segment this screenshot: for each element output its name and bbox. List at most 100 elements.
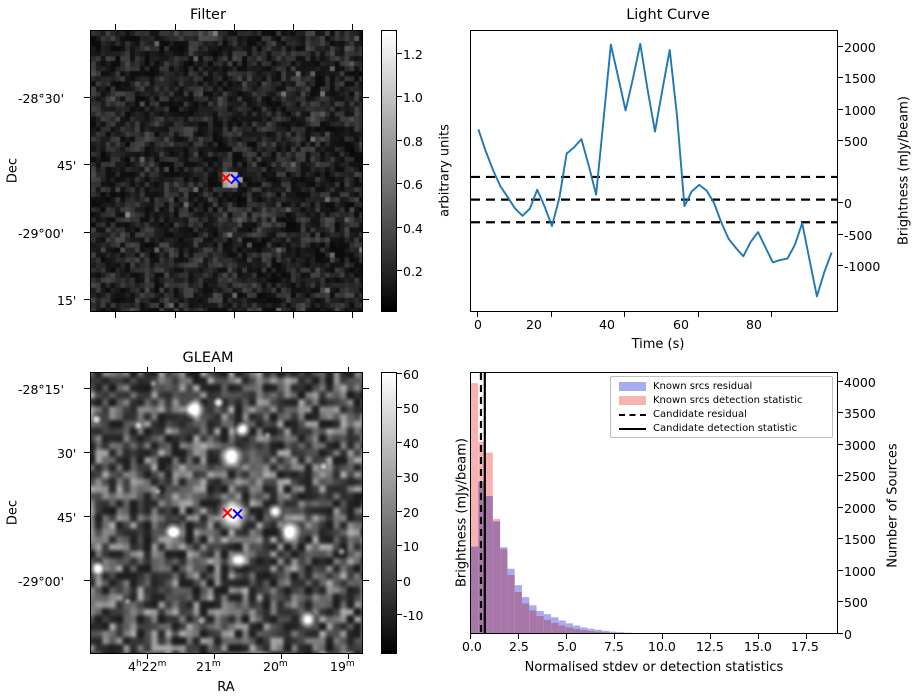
lc-ytick-m1000: -1000: [844, 259, 881, 274]
panel-gleam: GLEAM -28°15' 30' 45' -29°00' 4h22m 21m: [0, 350, 470, 699]
hist-xtick-1: 2.5: [509, 639, 529, 654]
gleam-cbar-tick-3: 20: [403, 505, 419, 520]
histogram-bar: [507, 568, 515, 633]
histogram-bar: [617, 633, 624, 634]
gleam-xlabel: RA: [217, 680, 235, 695]
filter-cbar-tick-2: 0.6: [403, 177, 423, 192]
filter-colorbar: [381, 30, 397, 312]
histogram-bar: [492, 521, 501, 633]
histogram-bar: [639, 633, 646, 634]
histogram-bar: [521, 597, 530, 633]
hist-xtick-2: 5.0: [557, 639, 577, 654]
hist-xtick-5: 12.5: [696, 639, 724, 654]
filter-cbar-tick-5: 1.2: [403, 47, 423, 62]
light-curve-line: [477, 42, 833, 298]
histogram-series-known-srcs-residual: [471, 481, 646, 634]
lc-ylabel: Brightness (mJy/beam): [896, 96, 912, 245]
hist-ytick-2000: 2000: [844, 501, 876, 516]
histogram-bar: [609, 631, 617, 633]
legend-entry-candidate-residual: Candidate residual: [615, 408, 828, 421]
histogram-bar: [623, 632, 632, 633]
gleam-cbar-tick-2: 10: [403, 539, 419, 554]
hist-ytick-500: 500: [844, 595, 868, 610]
hist-xtick-7: 17.5: [791, 639, 819, 654]
gleam-ytick-0: -28°15': [18, 382, 65, 397]
panel-light-curve: Light Curve 0 20 40 60 80 2000 1500 1000…: [458, 0, 916, 352]
histogram-bar: [594, 629, 603, 633]
filter-cbar-tick-3: 0.8: [403, 134, 423, 149]
legend-entry-candidate-detstat: Candidate detection statistic: [615, 422, 828, 435]
histogram-bar: [587, 628, 595, 633]
histogram-bar: [580, 627, 588, 633]
gleam-ylabel: Dec: [5, 499, 21, 526]
histogram-bar: [471, 383, 479, 633]
lc-ytick-500: 500: [844, 134, 868, 149]
gleam-xtick-2: 20m: [263, 659, 288, 675]
hist-ytick-4000: 4000: [844, 375, 876, 390]
hist-ytick-1000: 1000: [844, 564, 876, 579]
lc-xlabel: Time (s): [631, 337, 685, 352]
filter-cbar-tick-4: 1.0: [403, 90, 423, 105]
histogram-bar: [514, 585, 522, 633]
lc-xtick-3: 60: [673, 317, 689, 332]
filter-cbar-tick-0: 0.2: [403, 264, 423, 279]
gleam-title: GLEAM: [182, 350, 234, 366]
legend-label-1: Known srcs detection statistic: [653, 395, 803, 406]
histogram-bar: [485, 496, 493, 633]
hist-ytick-0: 0: [844, 627, 852, 642]
hist-xtick-0: 0.0: [462, 639, 482, 654]
gleam-cbar-tick-6: 50: [403, 401, 419, 416]
gleam-ytick-2: 45': [57, 510, 77, 525]
lc-ytick-0: 0: [844, 196, 852, 211]
gleam-xtick-0: 4h22m: [128, 659, 167, 675]
hist-ylabel: Number of Sources: [885, 443, 901, 568]
histogram-bar: [471, 546, 479, 633]
panel-histogram: Known srcs residual Known srcs detection…: [458, 350, 916, 699]
histogram-bar: [602, 630, 610, 633]
hist-xtick-3: 7.5: [604, 639, 624, 654]
gleam-image: [90, 372, 363, 654]
histogram-legend: Known srcs residual Known srcs detection…: [610, 376, 833, 438]
gleam-cbar-tick-1: 0: [403, 574, 411, 589]
gleam-cbar-tick-4: 30: [403, 470, 419, 485]
gleam-xtick-3: 19m: [330, 659, 355, 675]
hist-xtick-6: 15.0: [744, 639, 772, 654]
histogram-bar: [558, 620, 566, 633]
filter-ytick-1: 45': [57, 158, 77, 173]
lc-ytick-2000: 2000: [844, 40, 876, 55]
filter-image: [90, 30, 363, 312]
light-curve-plot-area: [470, 30, 838, 312]
gleam-cbar-tick-5: 40: [403, 436, 419, 451]
gleam-cbar-tick-7: 60: [403, 367, 419, 382]
histogram-bar: [565, 623, 573, 633]
lc-ytick-1500: 1500: [844, 71, 876, 86]
gleam-colorbar: [381, 372, 397, 654]
filter-title: Filter: [190, 7, 226, 23]
legend-label-0: Known srcs residual: [653, 381, 753, 392]
legend-line-dashed-icon: [619, 413, 646, 416]
lc-xtick-1: 20: [526, 317, 542, 332]
light-curve-title: Light Curve: [626, 7, 710, 23]
histogram-bar: [572, 625, 581, 633]
filter-cbar-tick-1: 0.4: [403, 221, 423, 236]
histogram-bar: [631, 633, 638, 634]
histogram-bar: [500, 547, 508, 633]
filter-ytick-0: -28°30': [18, 91, 65, 106]
lc-xtick-0: 0: [474, 317, 482, 332]
hist-ytick-3500: 3500: [844, 406, 876, 421]
legend-swatch-blue: [619, 382, 646, 391]
histogram-bar: [616, 632, 624, 633]
lc-xtick-2: 40: [599, 317, 615, 332]
legend-label-3: Candidate detection statistic: [653, 423, 798, 434]
histogram-bar: [551, 617, 559, 633]
legend-swatch-red: [619, 396, 646, 405]
filter-colorbar-label: arbitrary units: [437, 124, 453, 217]
legend-line-solid-icon: [619, 427, 646, 430]
hist-xlabel: Normalised stdev or detection statistics: [524, 660, 784, 675]
gleam-ytick-1: 30': [57, 446, 77, 461]
hist-xtick-4: 10.0: [648, 639, 676, 654]
gleam-cbar-tick-0: -10: [403, 608, 424, 623]
legend-label-2: Candidate residual: [653, 409, 747, 420]
filter-ylabel: Dec: [5, 157, 21, 184]
gleam-ytick-3: -29°00': [18, 574, 65, 589]
